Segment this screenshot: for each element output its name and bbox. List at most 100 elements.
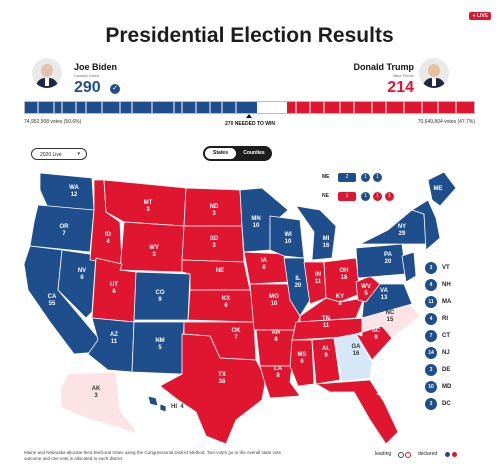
small-state-abbr: NJ: [442, 350, 450, 356]
small-state-ev: 3: [425, 262, 437, 274]
state-AK[interactable]: [59, 371, 139, 435]
state-label: 6: [262, 265, 266, 271]
state-NJ-MD[interactable]: [401, 251, 417, 283]
state-KS[interactable]: [187, 289, 255, 323]
state-OH[interactable]: [323, 257, 361, 303]
state-label: 10: [285, 239, 292, 245]
state-label: TN: [322, 316, 330, 322]
legend-leading: leading: [375, 451, 392, 457]
state-WA[interactable]: [39, 172, 95, 211]
state-label: IA: [261, 258, 268, 264]
state-label: 5: [364, 291, 368, 297]
state-label: 16: [323, 243, 330, 249]
state-label: GA: [352, 344, 362, 350]
state-label: WY: [149, 245, 159, 251]
state-label: NM: [155, 338, 164, 344]
state-NE-states[interactable]: [411, 199, 441, 251]
rep-bar-segment: [287, 102, 474, 113]
biden-name: Joe Biden: [74, 62, 118, 72]
state-GA[interactable]: [333, 333, 373, 383]
me-district-dot: 1: [373, 173, 382, 182]
state-label: 3: [212, 243, 216, 249]
state-label: 3: [212, 211, 216, 217]
small-state-abbr: NH: [442, 282, 451, 288]
state-label: 4: [106, 239, 110, 245]
state-label: 38: [219, 379, 226, 385]
year-select[interactable]: 2020 Live ▾: [31, 148, 87, 160]
footnote: Maine and Nebraska allocate their Electo…: [24, 450, 282, 461]
state-label: 10: [271, 301, 278, 307]
state-label: AL: [322, 346, 330, 352]
trump-name: Donald Trump: [353, 62, 415, 72]
state-NE[interactable]: [181, 259, 251, 291]
state-MI[interactable]: [295, 205, 337, 261]
state-FL[interactable]: [315, 379, 399, 445]
state-label: WA: [69, 185, 79, 191]
leading-dem-icon: [398, 452, 404, 458]
state-label: KS: [222, 296, 230, 302]
biden-popular-votes: 74,952,908 votes (50.6%): [24, 119, 82, 125]
state-label: 29: [399, 231, 406, 237]
state-label: 15: [387, 317, 394, 323]
state-label: VA: [380, 288, 389, 294]
state-IL[interactable]: [283, 257, 311, 317]
state-label: OH: [340, 268, 349, 274]
trump-ev: 214: [387, 79, 414, 96]
biden-vp: Kamala Harris: [74, 73, 100, 78]
me-label: ME: [322, 174, 330, 180]
state-label: ND: [210, 204, 219, 210]
ne-district-dot: 1: [361, 192, 370, 201]
state-label: PA: [384, 252, 393, 258]
view-toggle[interactable]: States Counties: [203, 146, 272, 161]
electoral-vote-bar: [24, 101, 475, 114]
state-HI[interactable]: [147, 395, 167, 413]
small-state-ev: 14: [425, 347, 437, 359]
biden-avatar: [32, 58, 62, 88]
small-state-ev: 10: [425, 381, 437, 393]
winner-check-icon: ✓: [110, 84, 120, 94]
trump-popular-votes: 70,649,804 votes (47.7%): [417, 119, 475, 125]
biden-ev: 290: [74, 79, 101, 96]
state-NY[interactable]: [359, 209, 427, 245]
dem-bar-segment: [25, 102, 257, 113]
declared-rep-icon: [452, 452, 457, 457]
state-label: 3: [146, 207, 150, 213]
state-AZ[interactable]: [87, 317, 135, 373]
state-label: SC: [372, 328, 381, 334]
state-ME[interactable]: [427, 171, 457, 207]
state-IA[interactable]: [243, 251, 289, 285]
small-state-ev: 7: [425, 330, 437, 342]
small-state-abbr: DC: [442, 401, 451, 407]
small-state-ev: 3: [425, 398, 437, 410]
state-label: 3: [152, 252, 156, 258]
state-label: MT: [144, 200, 153, 206]
state-CO[interactable]: [133, 271, 191, 321]
state-NC[interactable]: [355, 303, 421, 339]
state-label: WI: [284, 232, 292, 238]
state-label: 10: [253, 223, 260, 229]
small-state-ev: 4: [425, 279, 437, 291]
state-label: 4: [180, 404, 184, 410]
state-WI[interactable]: [269, 215, 305, 259]
tab-counties[interactable]: Counties: [243, 150, 265, 156]
state-label: FL: [376, 384, 384, 390]
state-label: 13: [381, 295, 388, 301]
state-label: 55: [49, 301, 56, 307]
tab-states[interactable]: States: [205, 148, 236, 159]
state-MS[interactable]: [289, 339, 315, 387]
state-label: IL: [295, 276, 301, 282]
small-state-abbr: MD: [442, 384, 452, 390]
state-TX[interactable]: [159, 333, 267, 445]
state-PA[interactable]: [355, 243, 407, 279]
state-AL[interactable]: [311, 337, 341, 385]
state-label: 8: [276, 373, 280, 379]
state-OR[interactable]: [29, 204, 95, 253]
ne-total: 2: [338, 192, 356, 201]
chevron-down-icon: ▾: [77, 151, 80, 157]
leading-rep-icon: [405, 452, 411, 458]
state-label: ID: [105, 232, 112, 238]
state-label: OR: [60, 224, 70, 230]
state-label: 20: [385, 259, 392, 265]
state-label: 6: [274, 337, 278, 343]
state-label: NV: [78, 268, 86, 274]
